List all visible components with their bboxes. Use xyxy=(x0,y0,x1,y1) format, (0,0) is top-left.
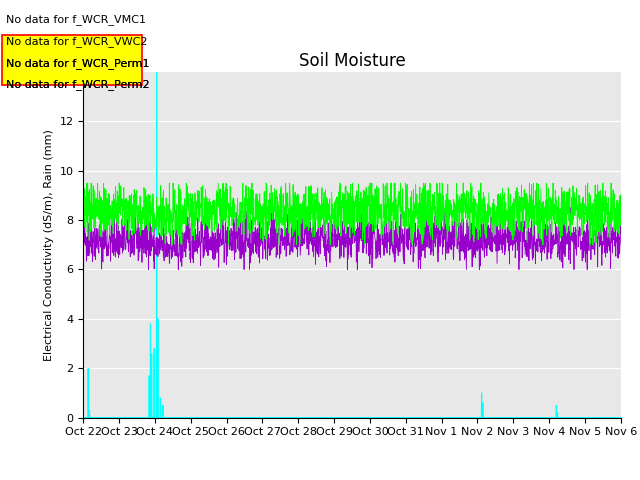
WCR_EC1 xyxy=(380,245,387,251)
WCR_EC1 xyxy=(570,230,577,236)
Rain xyxy=(380,415,387,420)
WCR_EC2 xyxy=(380,215,387,220)
Line: WCR_EC2: WCR_EC2 xyxy=(83,183,621,245)
WCR_EC2 xyxy=(585,202,593,208)
WCR_EC1 xyxy=(585,228,593,234)
Text: No data for f_WCR_Perm1: No data for f_WCR_Perm1 xyxy=(6,58,150,69)
WCR_EC1 xyxy=(509,247,516,253)
WCR_EC1 xyxy=(145,266,152,272)
Rain xyxy=(368,415,376,420)
Line: WCR_EC1: WCR_EC1 xyxy=(83,208,621,269)
Rain xyxy=(230,415,237,420)
Rain xyxy=(617,415,625,420)
WCR_EC2 xyxy=(509,208,516,214)
Y-axis label: Electrical Conductivity (dS/m), Rain (mm): Electrical Conductivity (dS/m), Rain (mm… xyxy=(44,129,54,361)
Rain xyxy=(508,415,516,420)
WCR_EC1 xyxy=(79,231,87,237)
WCR_EC2 xyxy=(570,211,577,216)
WCR_EC1 xyxy=(617,231,625,237)
Legend: Rain, WCR_EC1, WCR_EC2: Rain, WCR_EC1, WCR_EC2 xyxy=(186,479,518,480)
WCR_EC2 xyxy=(83,180,91,186)
Rain xyxy=(570,415,577,420)
Text: No data for f_WCR_Perm2: No data for f_WCR_Perm2 xyxy=(6,79,150,90)
Title: Soil Moisture: Soil Moisture xyxy=(299,52,405,71)
WCR_EC2 xyxy=(104,242,111,248)
Rain xyxy=(584,415,592,420)
WCR_EC1 xyxy=(368,240,376,246)
Line: Rain: Rain xyxy=(83,72,621,418)
Rain xyxy=(79,415,87,420)
WCR_EC2 xyxy=(617,212,625,218)
WCR_EC2 xyxy=(230,204,237,210)
WCR_EC1 xyxy=(230,232,237,238)
WCR_EC2 xyxy=(368,180,376,186)
WCR_EC2 xyxy=(79,222,87,228)
Text: No data for f_WCR_VWC2: No data for f_WCR_VWC2 xyxy=(6,36,148,47)
Rain xyxy=(153,69,161,75)
WCR_EC1 xyxy=(131,205,139,211)
Text: No data for f_WCR_Perm2: No data for f_WCR_Perm2 xyxy=(6,79,150,90)
Text: No data for f_WCR_Perm1: No data for f_WCR_Perm1 xyxy=(6,58,150,69)
Text: No data for f_WCR_VMC1: No data for f_WCR_VMC1 xyxy=(6,14,147,25)
